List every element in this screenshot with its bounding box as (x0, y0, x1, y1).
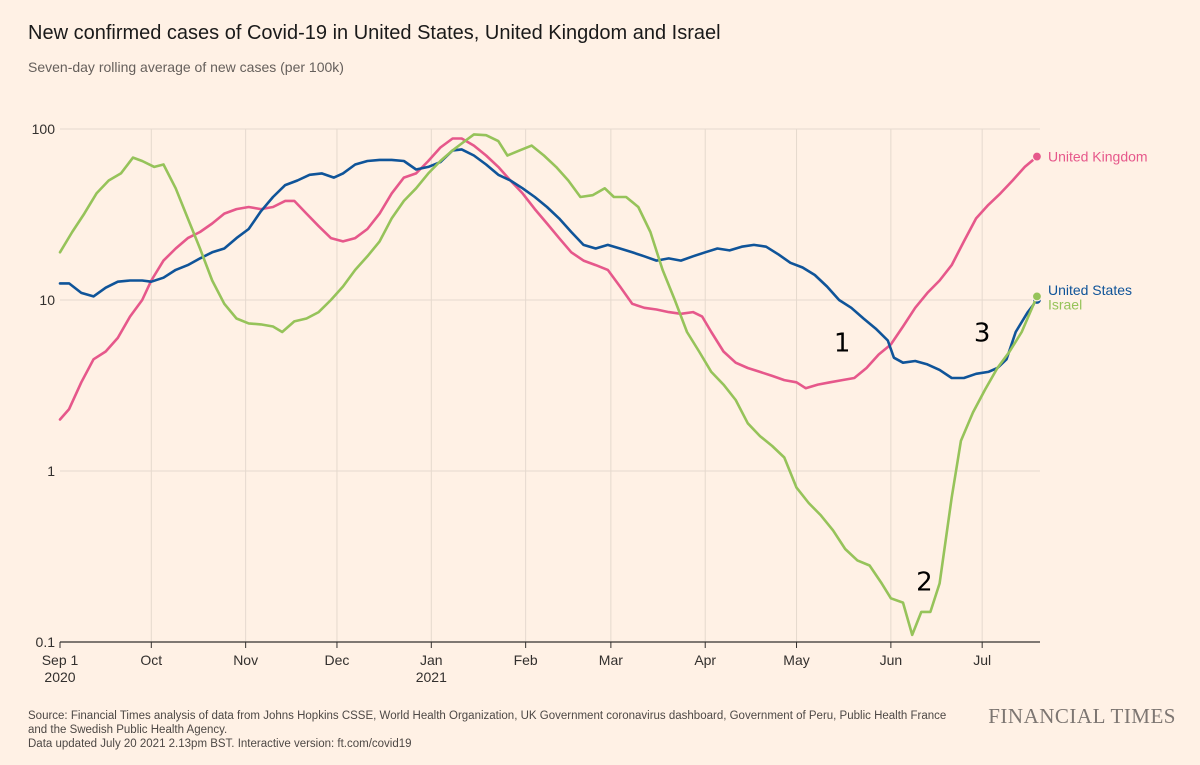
series-end-marker-israel (1031, 291, 1043, 302)
x-tick-label: Jan (420, 652, 443, 668)
series-label-united-states: United States (1048, 282, 1132, 298)
x-tick-label: Jun (880, 652, 903, 668)
x-tick-label: Apr (694, 652, 716, 668)
chart-subtitle: Seven-day rolling average of new cases (… (28, 59, 344, 75)
series-label-israel: Israel (1048, 296, 1082, 312)
x-tick-label: Oct (140, 652, 162, 668)
source-note-line1: Source: Financial Times analysis of data… (28, 710, 947, 722)
y-tick-label: 1 (47, 463, 55, 479)
series-line-israel (58, 133, 1039, 637)
x-tick-label: May (783, 652, 809, 668)
x-tick-label: Mar (599, 652, 623, 668)
y-tick-label: 10 (39, 292, 55, 308)
series-line-united-kingdom (58, 137, 1039, 421)
x-tick-label: Nov (233, 652, 258, 668)
x-tick-label: Jul (973, 652, 991, 668)
update-note: Data updated July 20 2021 2.13pm BST. In… (28, 738, 412, 750)
ft-logo: FINANCIAL TIMES (988, 704, 1176, 728)
x-tick-sublabel: 2021 (416, 669, 447, 685)
source-note-line2: and the Swedish Public Health Agency. (28, 724, 228, 736)
x-tick-label: Feb (514, 652, 538, 668)
x-tick-label: Dec (325, 652, 350, 668)
y-tick-label: 0.1 (36, 634, 56, 650)
annotation-number: 1 (834, 328, 851, 358)
y-tick-label: 100 (32, 121, 56, 137)
chart-footer: Source: Financial Times analysis of data… (28, 709, 988, 751)
x-tick-label: Sep 1 (42, 652, 79, 668)
series-line-united-states (58, 148, 1039, 380)
series-label-united-kingdom: United Kingdom (1048, 149, 1148, 165)
x-tick-sublabel: 2020 (44, 669, 75, 685)
grid-layer (60, 128, 1040, 642)
annotation-number: 2 (916, 568, 933, 598)
chart-title: New confirmed cases of Covid-19 in Unite… (28, 22, 721, 44)
series-end-marker-united-kingdom (1031, 151, 1043, 162)
series-layer (58, 133, 1043, 637)
annotation-number: 3 (974, 319, 991, 349)
